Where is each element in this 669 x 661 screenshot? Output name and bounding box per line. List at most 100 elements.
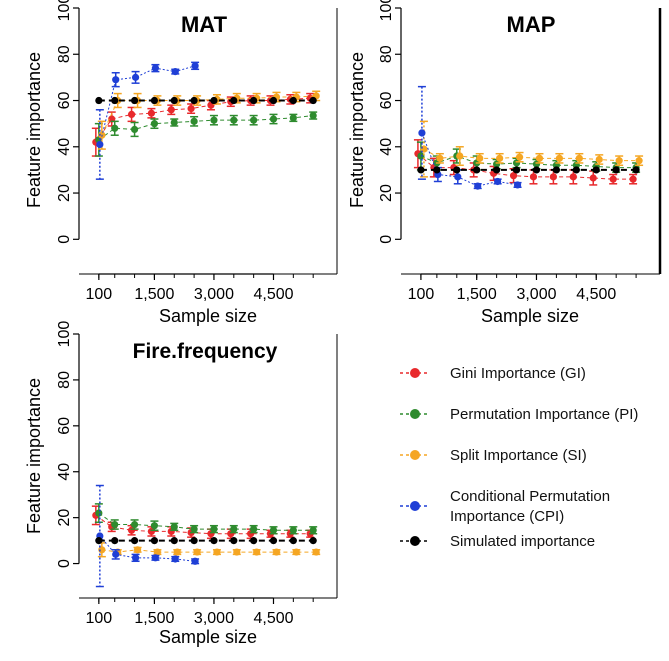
point-gi [529,173,538,181]
point-si [595,155,603,164]
y-axis-label: Feature importance [347,52,367,208]
point-pi [150,120,159,128]
point-cpi [171,68,179,76]
x-tick-label: 4,500 [253,286,293,303]
point-pi [230,525,238,533]
point-sim [210,537,218,545]
point-si [213,548,221,556]
point-sim [150,537,159,545]
point-sim [532,166,541,174]
series-line-gi [95,514,311,535]
point-sim [493,166,501,174]
point-sim [150,96,159,105]
point-si [535,154,544,162]
y-axis-label: Feature importance [24,52,44,208]
point-pi [210,116,218,124]
x-tick-label: 100 [85,286,112,303]
point-pi [95,509,103,517]
series-line-si [101,95,317,136]
x-tick-label: 100 [408,286,435,303]
y-tick-label: 40 [56,138,73,156]
x-tick-label: 1,500 [134,610,174,627]
point-pi [309,111,317,120]
x-tick-label: 1,500 [457,286,497,303]
x-tick-label: 4,500 [253,610,293,627]
y-tick-label: 60 [378,92,395,110]
point-sim [210,96,218,105]
y-tick-label: 80 [56,45,73,63]
point-pi [190,117,198,125]
point-pi [111,124,119,132]
point-pi [130,520,139,529]
y-tick-label: 40 [378,138,395,156]
legend: Gini Importance (GI) Permutation Importan… [400,365,638,550]
point-pi [269,526,278,534]
point-sim [309,537,317,545]
legend-label-pi: Permutation Importance (PI) [450,406,638,423]
x-axis-label: Sample size [159,627,257,647]
y-tick-label: 0 [56,559,73,568]
x-tick-label: 3,000 [194,610,234,627]
point-sim [130,537,139,545]
legend-label-sim: Simulated importance [450,533,595,550]
x-axis-label: Sample size [481,306,579,326]
y-tick-label: 20 [378,184,395,202]
point-si [476,154,484,162]
point-pi [417,152,425,160]
point-pi [289,114,297,122]
point-pi [210,525,218,533]
point-cpi [474,182,482,190]
point-cpi [418,129,426,137]
point-cpi [131,554,140,562]
point-sim [269,96,278,105]
y-tick-label: 100 [56,0,73,21]
point-sim [592,166,600,174]
point-sim [612,166,620,174]
legend-marker-cpi [410,501,420,511]
point-si [456,152,464,160]
point-sim [473,166,481,174]
point-pi [250,116,258,124]
panel-title: MAT [181,12,228,37]
point-gi [589,174,597,182]
legend-label-si: Split Importance (SI) [450,447,587,464]
point-si [233,548,241,556]
point-si [133,546,142,554]
point-si [635,157,643,165]
point-sim [190,537,198,545]
point-si [98,546,106,554]
x-tick-label: 3,000 [194,286,234,303]
point-cpi [454,173,462,181]
point-sim [111,96,119,105]
legend-label-cpi: Conditional Permutation [450,488,610,505]
point-si [615,157,623,165]
point-sim [230,96,238,105]
point-si [173,548,181,556]
point-sim [95,537,103,545]
point-si [515,153,524,161]
legend-label-gi: Gini Importance (GI) [450,365,586,382]
point-gi [127,110,136,118]
point-sim [111,537,119,545]
panel-title: Fire.frequency [133,340,278,363]
x-tick-label: 1,500 [134,286,174,303]
point-pi [309,526,317,534]
point-si [153,548,162,556]
point-sim [552,166,561,174]
y-tick-label: 40 [56,463,73,481]
y-tick-label: 100 [378,0,395,21]
x-axis-label: Sample size [159,306,257,326]
panel-mat: MAT Feature importance Sample size 0 20 40… [24,0,338,326]
point-si [292,548,300,556]
point-sim [309,96,317,105]
point-sim [269,537,278,545]
point-cpi [131,73,140,81]
plot-area: 0 20 40 60 80 100 100 1,500 3,000 4,500 [56,0,338,303]
y-tick-label: 80 [378,45,395,63]
point-gi [167,106,175,114]
panel-title: MAP [507,12,556,37]
y-tick-label: 80 [56,371,73,389]
point-pi [111,520,119,529]
point-sim [512,166,521,174]
